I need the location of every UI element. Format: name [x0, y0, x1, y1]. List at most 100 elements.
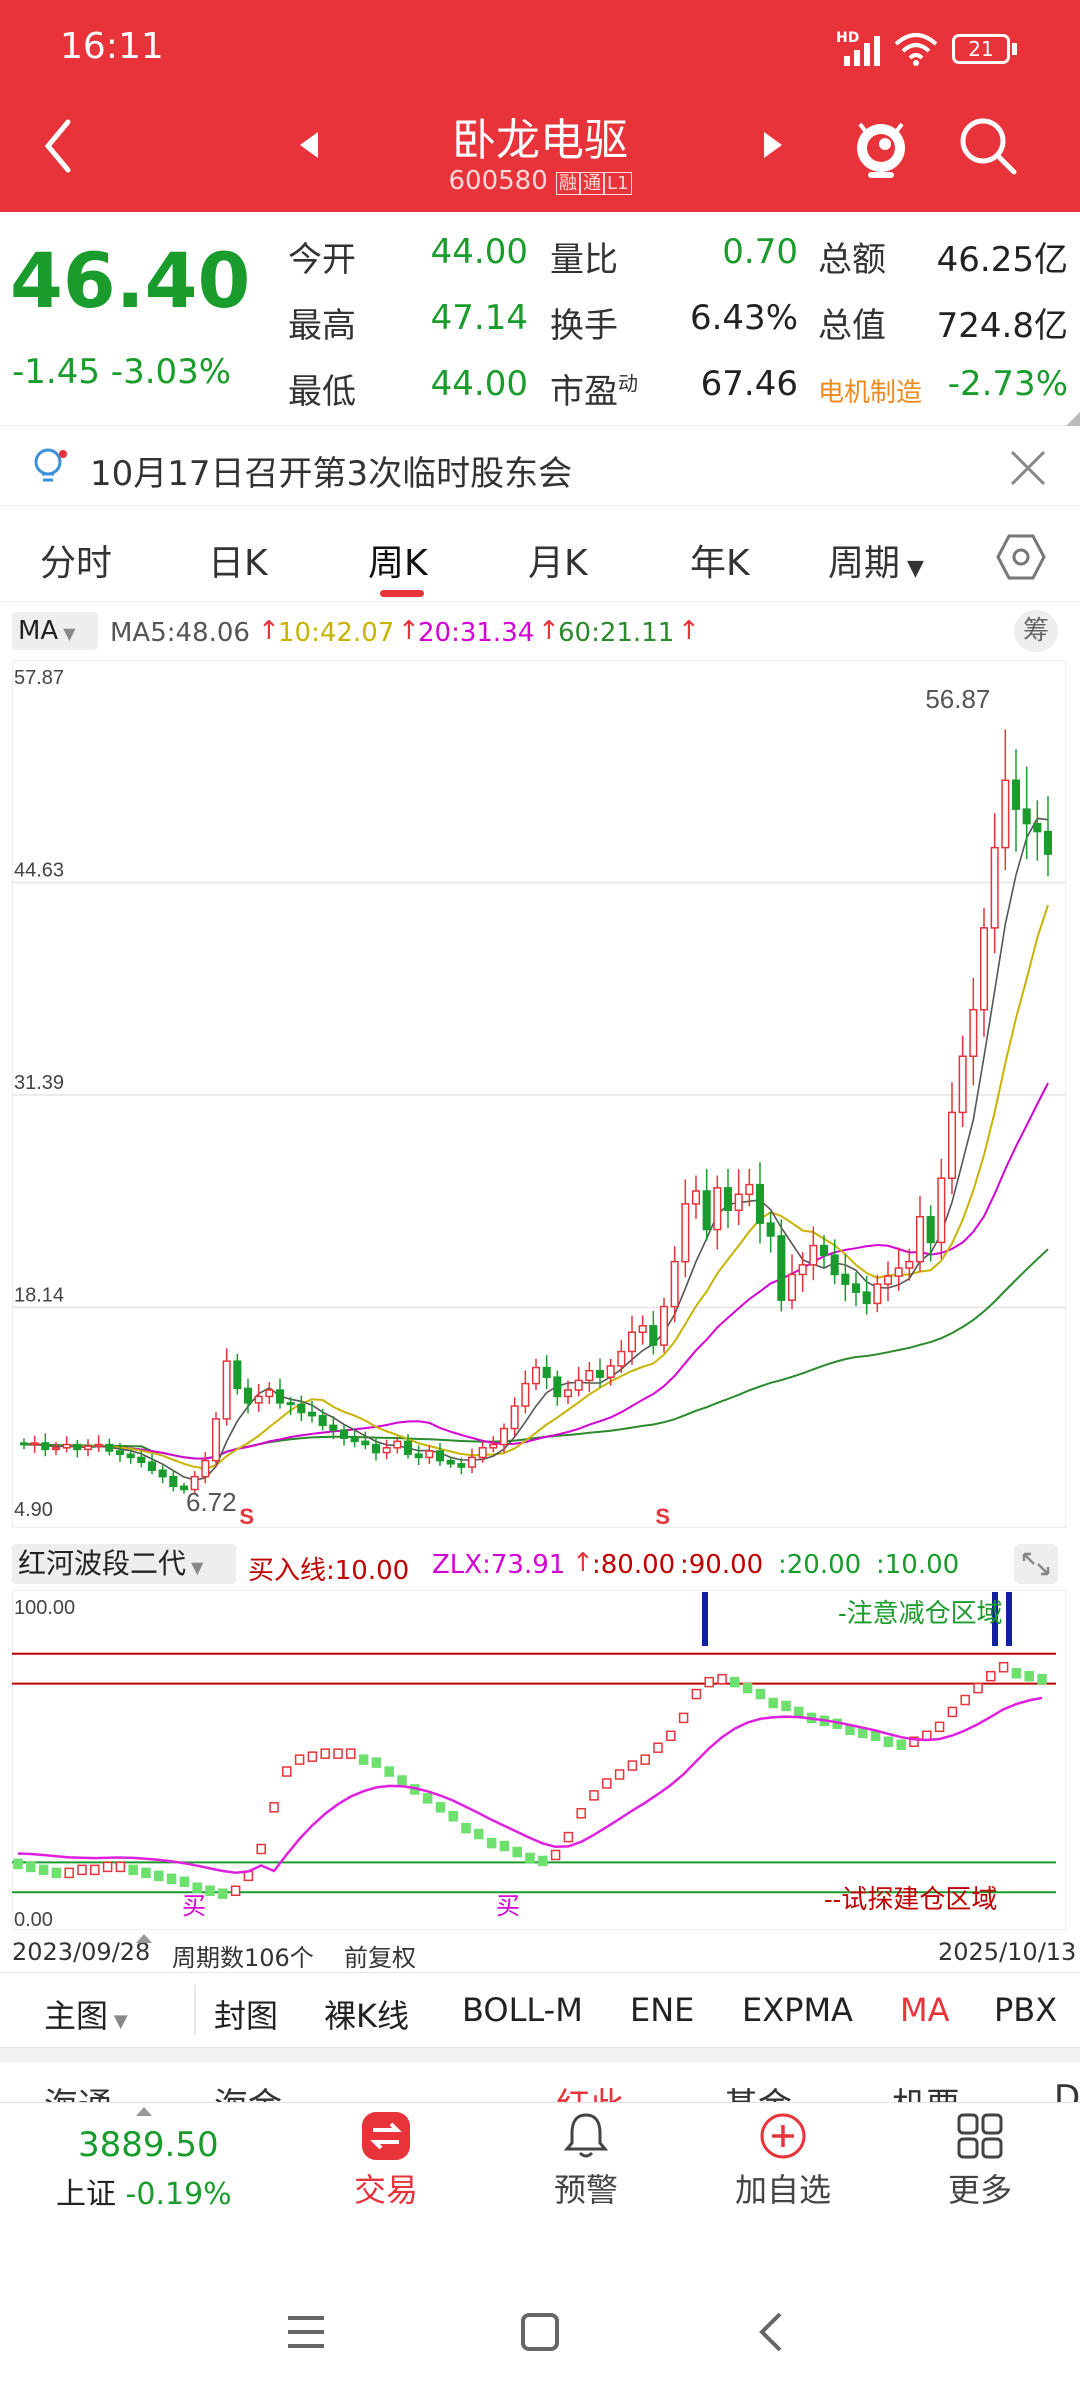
indicator-bar	[781, 1700, 791, 1712]
signal-icon	[844, 36, 880, 66]
notice-text[interactable]: 10月17日召开第3次临时股东会	[90, 454, 573, 494]
chip-distribution-button[interactable]: 筹	[1014, 610, 1058, 652]
clock: 16:11	[60, 26, 164, 67]
trade-icon	[362, 2112, 410, 2160]
tool-ene[interactable]: ENE	[630, 1991, 695, 2029]
indicator-name: 红河波段二代	[18, 1547, 187, 1580]
close-icon[interactable]	[1008, 448, 1048, 488]
indicator-selector[interactable]: 红河波段二代 ▼	[12, 1544, 236, 1584]
buy-marker: 买	[182, 1893, 206, 1920]
open-label: 今开	[288, 240, 356, 280]
stat-row-2: 最高 47.14 换手 6.43% 总值 724.8亿	[288, 298, 1078, 364]
indicator-bar	[691, 1688, 702, 1700]
indicator-bar	[256, 1843, 266, 1855]
mascot-icon[interactable]	[850, 110, 912, 182]
cut-item-6: D	[1054, 2078, 1080, 2102]
candle-body	[41, 1442, 50, 1451]
nav-alert[interactable]: 预警	[526, 2111, 646, 2211]
tab-intraday[interactable]: 分时	[40, 543, 113, 584]
partial-info-row: 海通 海金 红此 基金 机要 D	[0, 2062, 1080, 2102]
tab-monthly-k[interactable]: 月K	[528, 543, 588, 584]
candle-body	[1011, 779, 1021, 810]
candle-body	[755, 1183, 765, 1224]
indicator-warning-bar	[702, 1592, 708, 1646]
adjust-mode[interactable]: 前复权	[344, 1944, 416, 1972]
candle-body	[606, 1365, 615, 1378]
ma-selector[interactable]: MA ▼	[12, 612, 98, 650]
ma20-arrow: ↑	[538, 616, 560, 646]
buy-marker: 买	[496, 1893, 520, 1920]
indicator-bar	[1024, 1670, 1034, 1682]
k-signal-marker: S	[239, 1504, 254, 1528]
indicator-bar	[730, 1676, 740, 1688]
indicator-bar	[51, 1867, 62, 1879]
tab-daily-k[interactable]: 日K	[208, 543, 268, 584]
candle-body	[990, 846, 999, 929]
home-icon[interactable]	[520, 2312, 560, 2352]
index-value[interactable]: 3889.50	[78, 2125, 219, 2165]
indicator-bar	[218, 1888, 228, 1899]
back-nav-icon[interactable]	[756, 2310, 786, 2354]
candle-body	[766, 1222, 775, 1237]
expand-up-icon[interactable]	[134, 2105, 154, 2117]
tool-pbx[interactable]: PBX	[994, 1991, 1058, 2029]
wifi-icon	[894, 33, 938, 66]
nav-watchlist[interactable]: 加自选	[718, 2111, 848, 2211]
indicator-bar	[205, 1885, 215, 1896]
candle-body	[30, 1442, 39, 1446]
candle-body	[371, 1443, 381, 1454]
price-change: -1.45 -3.03%	[12, 352, 231, 392]
tab-period-dropdown[interactable]: 周期 ▼	[828, 534, 924, 586]
candle-body	[147, 1461, 157, 1472]
level-10-value: 10.00	[884, 1550, 960, 1580]
index-summary[interactable]: 上证 -0.19%	[56, 2169, 232, 2213]
candle-body	[222, 1360, 231, 1420]
indicator-bar	[371, 1757, 382, 1768]
tool-boll-m[interactable]: BOLL-M	[462, 1991, 583, 2029]
indicator-chart[interactable]: 100.00 0.00 -注意减仓区域 --试探建仓区域 买 买	[12, 1590, 1066, 1930]
notice-bar[interactable]: 10月17日召开第3次临时股东会	[0, 428, 1080, 506]
settings-hexagon-icon[interactable]	[996, 534, 1046, 580]
candle-body	[307, 1411, 317, 1417]
scroll-up-icon[interactable]	[134, 1932, 154, 1944]
tab-weekly-k[interactable]: 周K	[368, 543, 428, 584]
candle-body	[659, 1305, 669, 1346]
nav-more[interactable]: 更多	[920, 2111, 1040, 2211]
candle-body	[286, 1402, 295, 1406]
search-icon[interactable]	[956, 114, 1020, 178]
pe-label-sup: 动	[618, 371, 638, 396]
indicator-bar	[128, 1864, 138, 1876]
last-price: 46.40	[10, 236, 251, 325]
back-icon[interactable]	[38, 116, 78, 176]
indicator-warning-bar	[1006, 1592, 1012, 1646]
tool-ma[interactable]: MA	[900, 1991, 950, 2029]
indicator-bar	[38, 1864, 49, 1876]
tool-expma[interactable]: EXPMA	[742, 1991, 853, 2029]
industry-link[interactable]: 电机制造	[818, 378, 923, 408]
candle-body	[883, 1275, 893, 1285]
indicator-bar	[230, 1885, 241, 1896]
level-80-param: :80.00	[592, 1550, 676, 1580]
candle-body	[254, 1395, 263, 1404]
main-chart-selector[interactable]: 主图 ▼	[44, 1991, 128, 2037]
candle-body	[115, 1450, 125, 1455]
next-stock-icon[interactable]	[760, 130, 786, 160]
change-percent: -3.03%	[110, 352, 232, 392]
menu-icon[interactable]	[286, 2314, 326, 2350]
candle-body	[62, 1443, 71, 1449]
candle-body	[275, 1389, 285, 1404]
tab-yearly-k[interactable]: 年K	[690, 543, 750, 584]
expand-icon[interactable]	[1014, 1544, 1058, 1584]
nav-trade[interactable]: 交易	[326, 2111, 446, 2211]
candle-body	[595, 1370, 605, 1378]
tool-naked-k[interactable]: 裸K线	[324, 1997, 409, 2035]
candle-body	[83, 1445, 93, 1451]
add-circle-icon	[760, 2113, 806, 2159]
prev-stock-icon[interactable]	[296, 130, 322, 160]
volume-ratio-value: 0.70	[722, 232, 798, 272]
tool-seal[interactable]: 封图	[214, 1997, 279, 2035]
status-bar: 16:11 HD 21	[0, 0, 1080, 96]
system-nav-bar	[0, 2270, 1080, 2400]
indicator-y-min: 0.00	[14, 1909, 53, 1930]
